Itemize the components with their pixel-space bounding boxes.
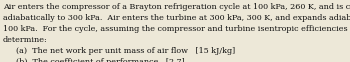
Text: adiabatically to 300 kPa.  Air enters the turbine at 300 kPa, 300 K, and expands: adiabatically to 300 kPa. Air enters the… — [3, 14, 350, 22]
Text: Air enters the compressor of a Brayton refrigeration cycle at 100 kPa, 260 K, an: Air enters the compressor of a Brayton r… — [3, 3, 350, 11]
Text: (a)  The net work per unit mass of air flow   [15 kJ/kg]: (a) The net work per unit mass of air fl… — [16, 47, 235, 55]
Text: 100 kPa.  For the cycle, assuming the compressor and turbine isentropic efficien: 100 kPa. For the cycle, assuming the com… — [3, 25, 350, 33]
Text: (b)  The coefficient of performance   [2.7]: (b) The coefficient of performance [2.7] — [16, 58, 185, 62]
Text: determine:: determine: — [3, 36, 48, 44]
